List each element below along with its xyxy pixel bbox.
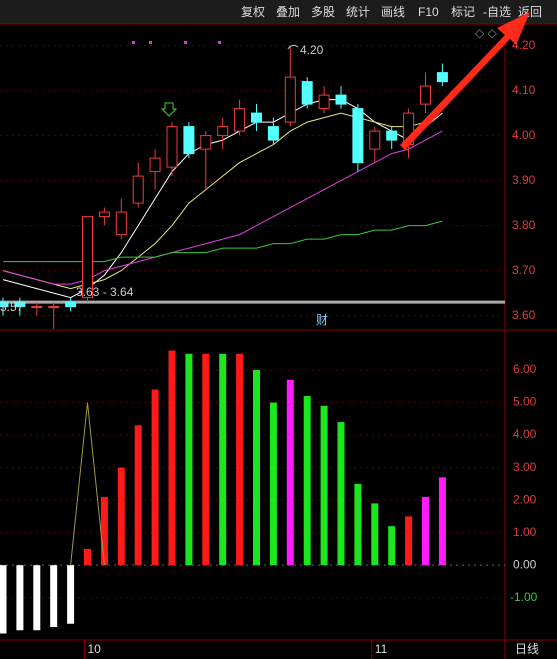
- y-tick-label: 3.80: [512, 218, 536, 232]
- bar: [219, 353, 227, 566]
- y-tick-label: 3.60: [512, 308, 536, 322]
- toolbar-button[interactable]: 统计: [346, 5, 370, 19]
- bar: [405, 516, 413, 566]
- markers: [132, 41, 221, 44]
- toolbar-button[interactable]: 标记: [451, 5, 475, 19]
- bar: [0, 565, 7, 634]
- y-tick-label: 4.10: [512, 83, 536, 97]
- bar: [67, 565, 75, 624]
- candle-body: [31, 306, 43, 309]
- y-tick-label: -1.00: [510, 590, 538, 604]
- bar: [16, 565, 24, 631]
- icon[interactable]: ◇ ◇: [475, 26, 498, 40]
- candle-body: [14, 301, 26, 308]
- y-tick-label: 6.00: [513, 362, 537, 376]
- candle-body: [149, 157, 161, 173]
- bar: [422, 496, 429, 566]
- bar: [134, 425, 142, 566]
- candle-body: [234, 108, 246, 132]
- candle-body: [115, 211, 127, 236]
- toolbar-button[interactable]: 画线: [381, 5, 405, 19]
- candle-body: [98, 211, 110, 218]
- candle-body: [436, 72, 448, 83]
- period-label: 日线: [515, 642, 539, 656]
- annotation: 3.57: [0, 300, 24, 314]
- candle-body: [318, 94, 330, 110]
- annotation: 3.63 - 3.64: [76, 285, 134, 299]
- bar: [253, 370, 260, 566]
- toolbar-button[interactable]: F10: [418, 5, 439, 19]
- bar: [202, 353, 210, 566]
- bar: [84, 548, 91, 566]
- candle-body: [335, 94, 347, 105]
- y-tick-label: 2.00: [513, 492, 537, 506]
- bar: [337, 422, 345, 566]
- y-tick-label: 3.90: [512, 173, 536, 187]
- bar: [151, 389, 159, 566]
- candle-body: [251, 112, 262, 123]
- ma-line: [3, 220, 443, 263]
- candle-body: [132, 175, 144, 204]
- candle-body: [82, 216, 93, 299]
- candle-body: [352, 108, 364, 164]
- bar: [236, 353, 244, 566]
- bar: [117, 467, 125, 566]
- ma-line: [2, 108, 443, 290]
- bar: [168, 350, 176, 566]
- candle-body: [166, 126, 178, 168]
- annotation: 财: [316, 313, 328, 327]
- bar: [320, 405, 328, 566]
- bar: [354, 483, 362, 566]
- y-tick-label: 4.20: [512, 38, 536, 52]
- annotation-pointer: [287, 44, 299, 50]
- toolbar-button[interactable]: 叠加: [276, 5, 300, 19]
- bar: [286, 379, 294, 566]
- bar: [371, 503, 379, 566]
- bar: [33, 565, 41, 631]
- toolbar: [0, 0, 557, 24]
- candle-body: [48, 306, 60, 309]
- candle-body: [369, 130, 381, 150]
- candle-body: [420, 85, 431, 105]
- candle-body: [65, 301, 77, 308]
- y-tick-label: 0.00: [513, 557, 537, 571]
- candle-body: [0, 301, 9, 308]
- candle-body: [386, 130, 398, 141]
- candle-body: [301, 81, 313, 105]
- indicator-line: [70, 402, 105, 566]
- ma-line: [2, 130, 443, 285]
- bar: [185, 353, 193, 566]
- y-tick-label: 5.00: [513, 395, 537, 409]
- y-tick-label: 3.00: [513, 460, 537, 474]
- overlay-arrow: [400, 12, 530, 150]
- y-tick-label: 3.70: [512, 263, 536, 277]
- x-tick-label: 11: [375, 642, 388, 656]
- bar: [100, 496, 108, 566]
- toolbar-button[interactable]: -自选: [483, 5, 511, 19]
- candle-body: [217, 126, 229, 137]
- bar: [438, 477, 446, 566]
- bar: [269, 402, 277, 566]
- candle-body: [200, 135, 212, 150]
- signal-arrow: [160, 102, 178, 117]
- bar: [50, 565, 58, 627]
- candle-body: [267, 126, 279, 141]
- bar: [388, 526, 396, 566]
- y-tick-label: 1.00: [513, 525, 537, 539]
- x-tick-label: 10: [88, 642, 102, 656]
- bar: [303, 396, 311, 566]
- annotation: 4.20: [300, 43, 324, 57]
- toolbar-button[interactable]: 复权: [241, 5, 265, 19]
- candle-body: [183, 126, 195, 155]
- y-tick-label: 4.00: [512, 128, 536, 142]
- toolbar-button[interactable]: 多股: [311, 5, 335, 19]
- y-tick-label: 4.00: [513, 427, 537, 441]
- candle-body: [284, 76, 296, 123]
